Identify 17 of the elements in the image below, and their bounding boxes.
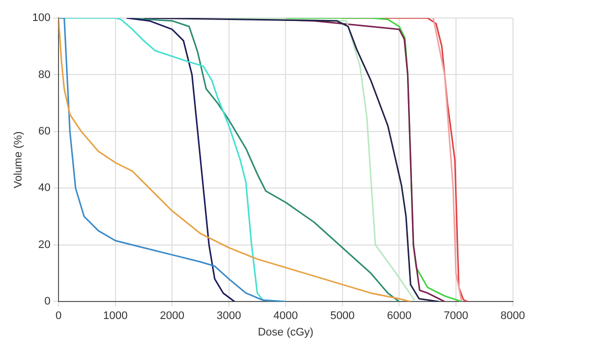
- y-axis-title: Volume (%): [12, 131, 25, 188]
- x-tick-label: 4000: [273, 310, 298, 322]
- y-tick-label: 40: [38, 182, 51, 194]
- x-tick-label: 7000: [444, 310, 468, 322]
- y-tick-label: 60: [38, 125, 51, 138]
- x-tick-label: 1000: [103, 310, 128, 322]
- x-tick-label: 6000: [386, 310, 412, 322]
- x-tick-label: 0: [55, 310, 62, 322]
- y-tick-label: 0: [44, 296, 51, 308]
- y-tick-label: 80: [38, 68, 51, 81]
- x-axis-title: Dose (cGy): [258, 326, 314, 338]
- y-tick-label: 20: [38, 238, 51, 251]
- x-tick-label: 8000: [500, 310, 526, 322]
- x-tick-label: 3000: [216, 310, 242, 322]
- x-tick-label: 5000: [330, 310, 355, 322]
- y-tick-label: 100: [32, 12, 51, 24]
- x-tick-label: 2000: [160, 310, 184, 322]
